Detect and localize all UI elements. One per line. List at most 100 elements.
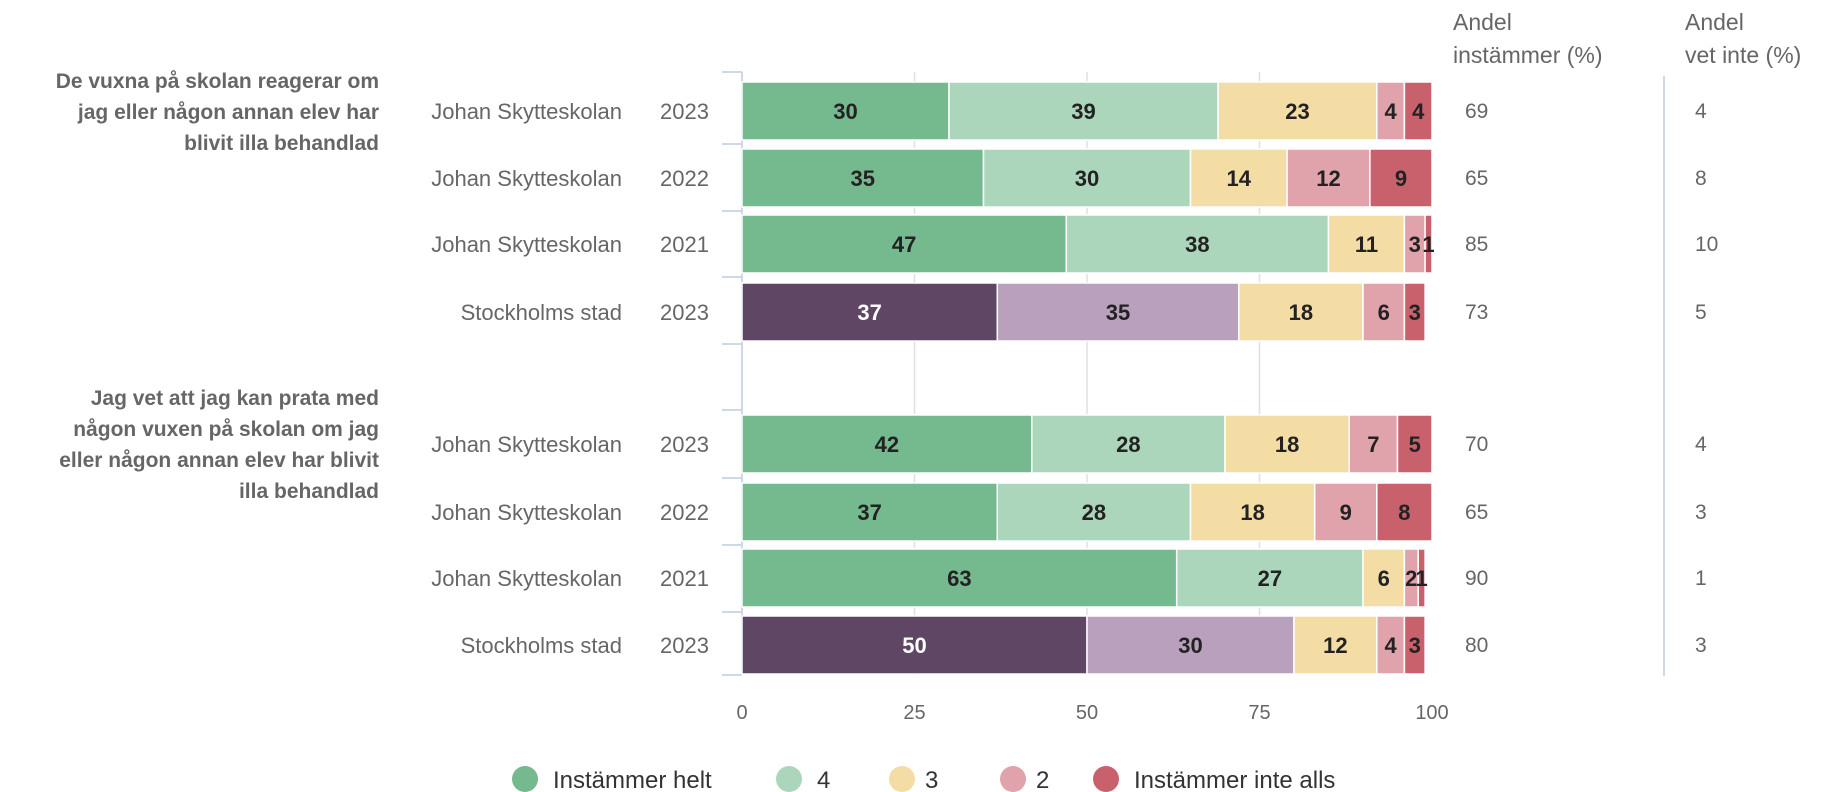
bar-segment	[1362, 282, 1406, 342]
value-andel-instammer: 69	[1465, 100, 1488, 123]
data-label: 30	[1178, 633, 1202, 658]
bar-segment	[1238, 282, 1364, 342]
bar-segment	[1403, 282, 1426, 342]
data-label: 2	[1405, 566, 1417, 591]
data-label: 37	[857, 500, 881, 525]
legend-marker	[512, 766, 538, 792]
data-label: 9	[1340, 500, 1352, 525]
row-label: Stockholms stad	[461, 633, 622, 658]
row-label: Stockholms stad	[461, 300, 622, 325]
bar-segment	[1327, 214, 1406, 274]
bar-segment	[741, 282, 999, 342]
data-label: 5	[1409, 432, 1421, 457]
data-label: 6	[1378, 566, 1390, 591]
bar-segment	[741, 615, 1088, 675]
data-label: 4	[1384, 99, 1397, 124]
bar-segment	[741, 214, 1068, 274]
bar-segment	[1189, 148, 1288, 208]
bar-segment	[1175, 548, 1364, 608]
bar-segment	[1424, 214, 1433, 274]
bar-segment	[1217, 81, 1378, 141]
value-andel-instammer: 85	[1465, 233, 1488, 256]
bar-segment	[1362, 548, 1406, 608]
row-year: 2021	[660, 232, 709, 257]
data-label: 35	[1106, 300, 1130, 325]
row-label: Johan Skytteskolan	[431, 99, 622, 124]
data-label: 11	[1355, 232, 1378, 257]
data-label: 3	[1409, 300, 1421, 325]
data-label: 1	[1422, 232, 1434, 257]
data-label: 18	[1275, 432, 1299, 457]
data-label: 4	[1412, 99, 1425, 124]
row-label: Johan Skytteskolan	[431, 232, 622, 257]
header-andel-instammer: instämmer (%)	[1453, 42, 1603, 68]
data-label: 39	[1071, 99, 1095, 124]
x-tick-label: 100	[1415, 702, 1448, 724]
value-andel-vet-inte: 4	[1695, 433, 1707, 456]
data-label: 50	[902, 633, 926, 658]
x-tick-label: 50	[1076, 702, 1098, 724]
question-label: illa behandlad	[239, 480, 379, 503]
data-label: 18	[1240, 500, 1264, 525]
row-year: 2023	[660, 300, 709, 325]
value-andel-instammer: 65	[1465, 501, 1488, 524]
question-label: jag eller någon annan elev har	[77, 101, 379, 124]
legend-marker	[1000, 766, 1026, 792]
bar-segment	[1417, 548, 1426, 608]
question-label: Jag vet att jag kan prata med	[91, 387, 379, 410]
legend-marker	[889, 766, 915, 792]
bar-segment	[996, 482, 1192, 542]
data-label: 30	[1075, 166, 1099, 191]
value-andel-vet-inte: 5	[1695, 301, 1707, 324]
data-label: 4	[1384, 633, 1397, 658]
row-label: Johan Skytteskolan	[431, 166, 622, 191]
question-label: De vuxna på skolan reagerar om	[56, 70, 379, 93]
data-label: 35	[851, 166, 875, 191]
data-label: 12	[1316, 166, 1340, 191]
value-andel-instammer: 70	[1465, 433, 1488, 456]
legend-marker	[776, 766, 802, 792]
legend-label: Instämmer helt	[553, 767, 712, 792]
bar-segment	[1189, 482, 1316, 542]
bar-segment	[1086, 615, 1295, 675]
data-label: 63	[947, 566, 971, 591]
header-andel-instammer: Andel	[1453, 9, 1512, 35]
row-year: 2023	[660, 99, 709, 124]
bar-segment	[1376, 81, 1406, 141]
data-label: 14	[1227, 166, 1252, 191]
row-year: 2023	[660, 432, 709, 457]
data-label: 3	[1409, 633, 1421, 658]
data-label: 3	[1409, 232, 1421, 257]
data-label: 18	[1289, 300, 1313, 325]
bar-segment	[1369, 148, 1433, 208]
data-label: 38	[1185, 232, 1209, 257]
x-tick-label: 75	[1248, 702, 1270, 724]
x-tick-label: 25	[903, 702, 925, 724]
bar-segment	[1403, 81, 1433, 141]
data-label: 23	[1285, 99, 1309, 124]
bar-segment	[741, 414, 1033, 474]
row-year: 2023	[660, 633, 709, 658]
value-andel-vet-inte: 10	[1695, 233, 1718, 256]
row-label: Johan Skytteskolan	[431, 432, 622, 457]
data-label: 30	[833, 99, 857, 124]
x-tick-label: 0	[736, 702, 747, 724]
legend-label: 2	[1036, 767, 1049, 792]
bar-segment	[1293, 615, 1378, 675]
row-label: Johan Skytteskolan	[431, 566, 622, 591]
value-andel-instammer: 65	[1465, 167, 1488, 190]
bar-segment	[1065, 214, 1330, 274]
bar-segment	[996, 282, 1240, 342]
row-label: Johan Skytteskolan	[431, 500, 622, 525]
legend-label: Instämmer inte alls	[1134, 767, 1335, 792]
bar-segment	[982, 148, 1192, 208]
value-andel-vet-inte: 3	[1695, 501, 1707, 524]
legend-label: 3	[925, 767, 938, 792]
data-label: 6	[1378, 300, 1390, 325]
value-andel-vet-inte: 3	[1695, 634, 1707, 657]
bar-segment	[1403, 615, 1426, 675]
bar-segment	[741, 148, 985, 208]
question-label: blivit illa behandlad	[184, 132, 379, 155]
data-label: 9	[1395, 166, 1407, 191]
